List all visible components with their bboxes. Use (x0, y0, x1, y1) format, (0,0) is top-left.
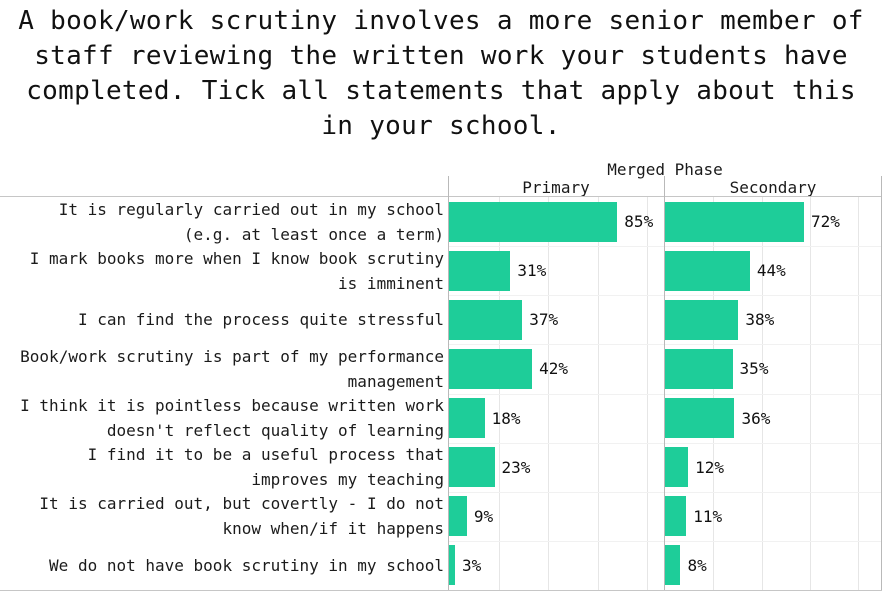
facet-header: Merged Phase (607, 160, 723, 179)
row-separator (449, 443, 664, 444)
x-gridline (809, 197, 811, 590)
x-gridline (498, 197, 500, 590)
panel-divider-axis (664, 176, 665, 590)
row-separator (449, 246, 664, 247)
value-label-secondary: 11% (693, 506, 723, 526)
category-label: Book/work scrutiny is part of my perform… (20, 346, 444, 391)
category-label: I can find the process quite stressful (77, 310, 444, 330)
value-label-secondary: 72% (810, 212, 840, 232)
x-gridline (547, 197, 549, 590)
bar-row-secondary: 36% (665, 394, 881, 443)
bar-row-primary: 18% (449, 394, 664, 443)
panel-primary-left-axis (448, 176, 449, 590)
bar-primary (449, 398, 485, 439)
bar-secondary (665, 447, 689, 488)
plot-bottom-border (0, 590, 882, 591)
bar-row-secondary: 72% (665, 197, 881, 246)
chart-title: A book/work scrutiny involves a more sen… (18, 6, 864, 141)
bar-row-secondary: 11% (665, 492, 881, 541)
panel-header-primary: Primary (522, 178, 590, 197)
category-label: We do not have book scrutiny in my schoo… (49, 555, 444, 575)
row-separator (665, 394, 881, 395)
value-label-secondary: 8% (687, 555, 707, 575)
value-label-secondary: 38% (745, 310, 775, 330)
value-label-secondary: 44% (756, 261, 786, 281)
category-labels-column: It is regularly carried out in my school… (0, 197, 444, 590)
row-separator (449, 394, 664, 395)
value-label-secondary: 12% (695, 457, 725, 477)
row-separator (665, 295, 881, 296)
category-label: It is regularly carried out in my school… (58, 199, 444, 244)
category-label: It is carried out, but covertly - I do n… (39, 494, 444, 539)
panel-primary: 85% 31% 37% 42% 18% 23% 9% 3% (449, 197, 664, 590)
bar-primary (449, 496, 467, 537)
row-separator (665, 246, 881, 247)
category-label: I find it to be a useful process that im… (87, 445, 444, 490)
bar-row-secondary: 38% (665, 295, 881, 344)
bar-row-secondary: 44% (665, 246, 881, 295)
bar-primary (449, 348, 533, 389)
value-label-primary: 42% (539, 359, 569, 379)
value-label-primary: 85% (624, 212, 654, 232)
bar-secondary (665, 545, 681, 586)
value-label-primary: 9% (473, 506, 494, 526)
row-separator (665, 492, 881, 493)
x-gridline (857, 197, 859, 590)
row-separator (665, 541, 881, 542)
row-separator (449, 295, 664, 296)
panel-secondary: 72% 44% 38% 35% 36% 12% 11% 8% (665, 197, 881, 590)
row-separator (449, 541, 664, 542)
bar-row-primary: 42% (449, 344, 664, 393)
bar-primary (449, 545, 455, 586)
value-label-secondary: 36% (741, 408, 771, 428)
bar-row-secondary: 35% (665, 344, 881, 393)
bar-primary (449, 201, 618, 242)
bar-secondary (665, 398, 735, 439)
bar-primary (449, 447, 495, 488)
x-gridline (597, 197, 599, 590)
panel-header-secondary: Secondary (729, 178, 817, 197)
bar-secondary (665, 201, 804, 242)
bar-row-primary: 23% (449, 443, 664, 492)
bar-primary (449, 299, 523, 340)
plot-top-border (0, 196, 882, 197)
value-label-primary: 23% (501, 457, 531, 477)
category-label: I think it is pointless because written … (20, 396, 444, 441)
value-label-primary: 18% (491, 408, 521, 428)
bar-row-primary: 9% (449, 492, 664, 541)
x-gridline (646, 197, 648, 590)
bar-row-secondary: 8% (665, 541, 881, 590)
bar-secondary (665, 496, 687, 537)
row-separator (449, 492, 664, 493)
value-label-secondary: 35% (739, 359, 769, 379)
x-gridline (712, 197, 714, 590)
value-label-primary: 37% (529, 310, 559, 330)
value-label-primary: 31% (517, 261, 547, 281)
bar-secondary (665, 250, 750, 291)
bar-secondary (665, 348, 733, 389)
value-label-primary: 3% (461, 555, 482, 575)
category-label: I mark books more when I know book scrut… (29, 248, 444, 293)
bar-secondary (665, 299, 739, 340)
x-gridline (761, 197, 763, 590)
bar-primary (449, 250, 511, 291)
row-separator (665, 344, 881, 345)
row-separator (665, 443, 881, 444)
bar-row-primary: 85% (449, 197, 664, 246)
bar-row-primary: 3% (449, 541, 664, 590)
row-separator (449, 344, 664, 345)
bar-row-primary: 31% (449, 246, 664, 295)
bar-row-secondary: 12% (665, 443, 881, 492)
bar-row-primary: 37% (449, 295, 664, 344)
